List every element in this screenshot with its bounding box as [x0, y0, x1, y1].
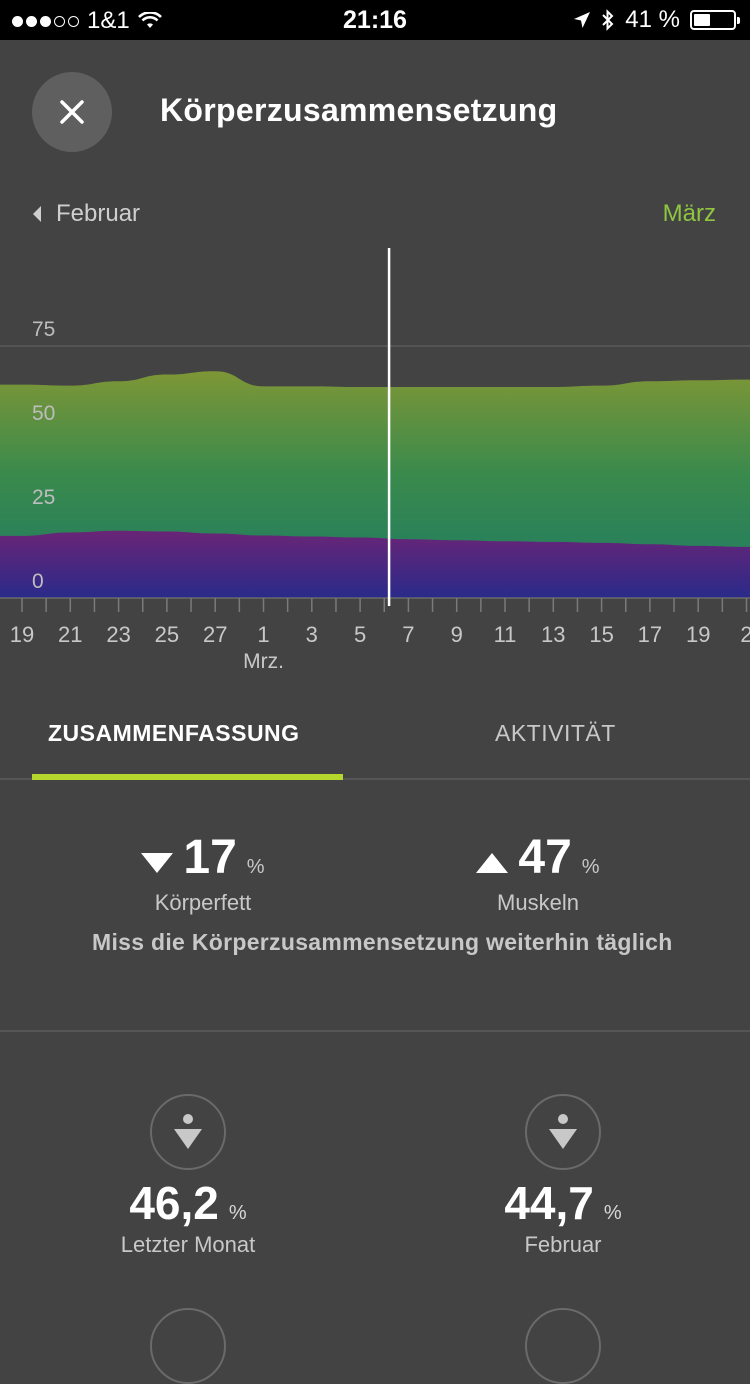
bluetooth-icon [602, 9, 614, 31]
muscle-stat: 47 % Muskeln [413, 830, 663, 916]
x-tick-label: 13 [541, 622, 565, 647]
x-tick-label: 23 [106, 622, 130, 647]
prev-month-button[interactable]: Februar [32, 200, 140, 228]
metric-value: 46,2 [129, 1177, 219, 1229]
close-icon [60, 100, 84, 124]
person-down-icon [525, 1308, 601, 1384]
clock: 21:16 [343, 6, 407, 34]
body-fat-unit: % [246, 856, 265, 878]
chevron-left-icon [33, 206, 41, 222]
tab-bar: ZUSAMMENFASSUNG AKTIVITÄT [0, 700, 750, 780]
metric-label: Februar [524, 1232, 602, 1257]
wifi-icon [137, 12, 162, 28]
x-tick-label: 17 [638, 622, 662, 647]
y-tick-label: 75 [32, 318, 55, 341]
x-tick-label: 27 [203, 622, 227, 647]
x-tick-label: 1 [257, 622, 269, 647]
body-composition-chart[interactable]: 75 50 25 0 19 21 23 25 27 1 3 5 7 9 11 13 15 17 19 2 Mrz. [0, 240, 750, 680]
y-tick-label: 25 [32, 486, 55, 509]
page-title: Körperzusammensetzung [160, 92, 558, 128]
status-right: 41 % [573, 6, 740, 34]
metric-last-month[interactable]: 46,2 % Letzter Monat [58, 1094, 318, 1258]
x-tick-label: 25 [155, 622, 179, 647]
muscle-label: Muskeln [497, 890, 579, 915]
metric-label: Letzter Monat [120, 1232, 256, 1257]
current-month-label[interactable]: März [662, 200, 716, 227]
arrow-up-icon [476, 853, 509, 873]
signal-icon [12, 15, 79, 27]
body-fat-stat: 17 % Körperfett [78, 830, 328, 916]
battery-percent: 41 % [625, 6, 680, 33]
metric-unit: % [603, 1202, 622, 1224]
status-bar: 1&1 21:16 41 % [0, 0, 750, 40]
person-down-icon [150, 1308, 226, 1384]
month-nav: Februar März [0, 200, 750, 236]
y-tick-label: 0 [32, 570, 44, 593]
series-fat-area [0, 530, 750, 598]
muscle-unit: % [581, 856, 600, 878]
tab-summary[interactable]: ZUSAMMENFASSUNG [48, 720, 300, 746]
header: Körperzusammensetzung [0, 40, 750, 180]
x-tick-label: 15 [589, 622, 613, 647]
metric-unit: % [228, 1202, 247, 1224]
muscle-value: 47 [518, 831, 572, 884]
y-tick-label: 50 [32, 402, 55, 425]
x-tick-label: 9 [451, 622, 463, 647]
summary-message: Miss die Körperzusammensetzung weiterhin… [92, 929, 673, 955]
x-tick-label: 2 [740, 622, 750, 647]
x-tick-label: 19 [686, 622, 710, 647]
x-tick-label: 19 [10, 622, 34, 647]
x-tick-label: 3 [306, 622, 318, 647]
metric-february[interactable]: 44,7 % Februar [433, 1094, 693, 1258]
person-down-icon [150, 1094, 226, 1170]
x-month-label: Mrz. [243, 650, 284, 673]
x-tick-label: 21 [58, 622, 82, 647]
body-fat-value: 17 [183, 831, 237, 884]
prev-month-label: Februar [56, 200, 141, 227]
location-arrow-icon [574, 12, 591, 28]
x-tick-label: 5 [354, 622, 366, 647]
summary-section: 17 % Körperfett 47 % Muskeln Miss die Kö… [0, 780, 750, 1032]
carrier-name: 1&1 [87, 7, 130, 34]
battery-icon [690, 10, 740, 30]
metric-value: 44,7 [504, 1177, 594, 1229]
x-tick-label: 11 [494, 622, 517, 647]
carrier-group: 1&1 [12, 7, 162, 35]
body-fat-label: Körperfett [154, 890, 252, 915]
tab-activity[interactable]: AKTIVITÄT [495, 720, 616, 746]
arrow-down-icon [141, 853, 174, 873]
person-down-icon [525, 1094, 601, 1170]
x-tick-label: 7 [402, 622, 414, 647]
close-button[interactable] [32, 72, 112, 152]
tab-summary-underline [32, 774, 343, 780]
